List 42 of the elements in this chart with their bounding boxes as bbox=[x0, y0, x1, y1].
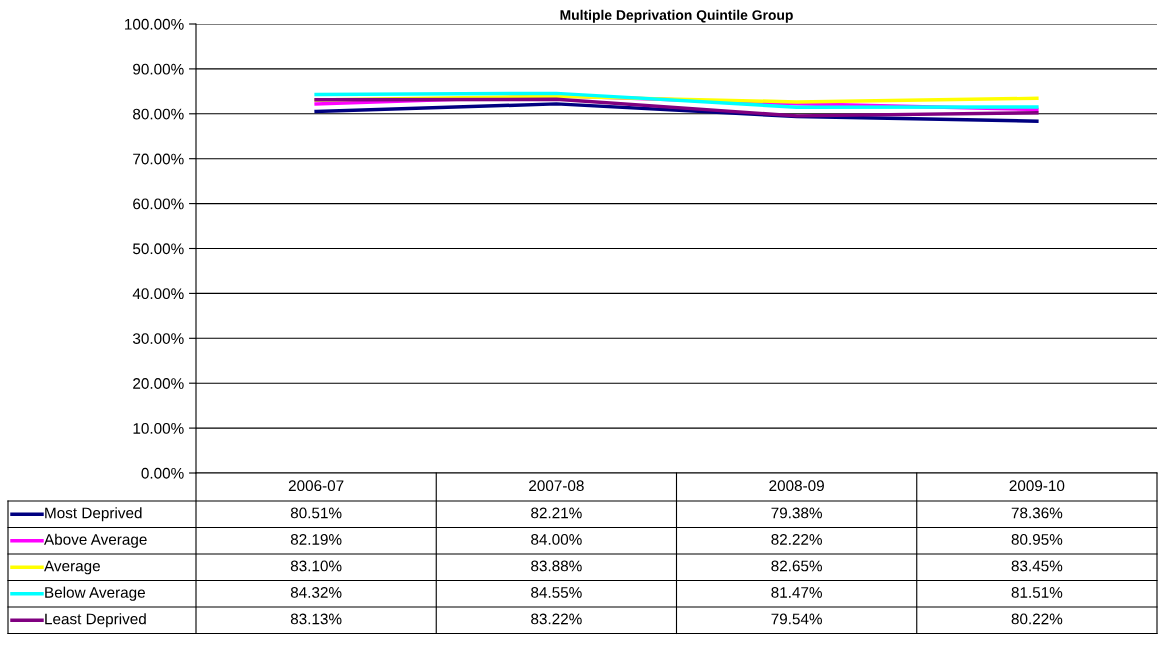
data-label: 84.32% bbox=[290, 587, 342, 598]
data-label: 82.65% bbox=[771, 560, 822, 572]
data-label: 80.51% bbox=[290, 507, 342, 519]
x-tick-label: 2008-09 bbox=[769, 480, 824, 492]
data-label: 82.22% bbox=[771, 534, 822, 545]
y-tick-label: 90.00% bbox=[133, 63, 184, 75]
legend-label: Least Deprived bbox=[45, 613, 146, 628]
data-label: 83.22% bbox=[531, 613, 582, 625]
data-label: 80.95% bbox=[1011, 534, 1063, 545]
data-label: 81.47% bbox=[771, 587, 822, 598]
data-label: 78.36% bbox=[1011, 507, 1063, 519]
y-tick-label: 60.00% bbox=[133, 198, 184, 210]
data-label: 82.19% bbox=[290, 534, 342, 545]
data-label: 83.13% bbox=[290, 613, 342, 625]
data-label: 83.10% bbox=[290, 560, 342, 572]
y-tick-label: 40.00% bbox=[132, 288, 184, 300]
data-label: 79.38% bbox=[771, 507, 822, 519]
legend-label: Below Average bbox=[45, 586, 145, 601]
legend-label: Most Deprived bbox=[45, 507, 142, 522]
y-tick-label: 10.00% bbox=[133, 422, 184, 434]
legend-label: Above Average bbox=[44, 533, 147, 548]
y-tick-label: 50.00% bbox=[132, 243, 184, 255]
line-series bbox=[314, 97, 1039, 118]
data-label: 83.88% bbox=[531, 560, 582, 572]
y-tick-label: 0.00% bbox=[141, 467, 184, 479]
y-tick-label: 100.00% bbox=[125, 18, 184, 30]
data-label: 79.54% bbox=[771, 613, 822, 625]
y-tick-label: 80.00% bbox=[133, 108, 184, 120]
y-tick-label: 20.00% bbox=[133, 378, 184, 389]
data-label: 83.45% bbox=[1011, 560, 1063, 572]
data-label: 84.55% bbox=[531, 587, 582, 598]
data-label: 82.21% bbox=[531, 507, 582, 519]
data-label: 84.00% bbox=[531, 534, 582, 545]
x-tick-label: 2007-08 bbox=[529, 480, 584, 492]
data-label: 81.51% bbox=[1011, 587, 1063, 598]
legend-label: Average bbox=[44, 560, 100, 575]
x-tick-label: 2009-10 bbox=[1009, 480, 1065, 492]
y-tick-label: 30.00% bbox=[132, 333, 184, 344]
chart-title: Multiple Deprivation Quintile Group bbox=[560, 9, 793, 23]
data-label: 80.22% bbox=[1011, 613, 1063, 625]
y-tick-label: 70.00% bbox=[133, 153, 184, 165]
x-tick-label: 2006-07 bbox=[288, 480, 344, 492]
